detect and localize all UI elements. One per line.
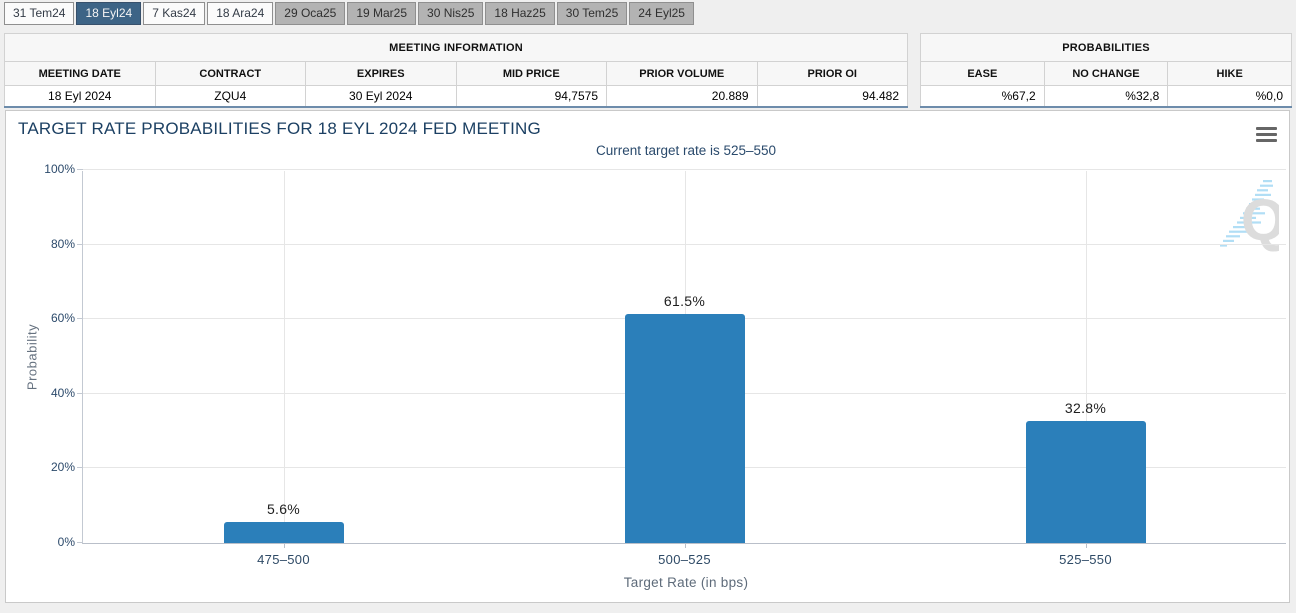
y-axis-tick — [77, 318, 83, 320]
x-axis-label: 525–550 — [1059, 552, 1112, 567]
plot-area: 0% 20% 40% 60% 80% 100% 5.6% 475–500 61.5% 500–52… — [44, 162, 1286, 567]
tab-7-kas24[interactable]: 7 Kas24 — [143, 2, 206, 25]
x-gridline — [283, 171, 285, 543]
probabilities-table: PROBABILITIES EASE NO CHANGE HIKE %67,2 %32,8… — [920, 33, 1292, 108]
cell-value: 18 Eyl 2024 — [4, 85, 156, 107]
bar-500-525[interactable]: 61.5% — [624, 293, 745, 543]
y-axis-title: Probability — [24, 323, 40, 391]
x-gridline — [1085, 171, 1087, 543]
cell-value: %32,8 — [1043, 85, 1169, 107]
y-axis-tick — [77, 392, 83, 394]
column-header-hike: HIKE — [1167, 61, 1292, 86]
y-axis-tick — [77, 169, 83, 170]
tab-30-nis25[interactable]: 30 Nis25 — [418, 2, 484, 25]
column-header-ease: EASE — [920, 61, 1045, 86]
y-gridline — [83, 169, 1286, 170]
y-axis-label: 80% — [50, 236, 75, 251]
cell-value: 20.889 — [606, 85, 758, 107]
cell-value: %0,0 — [1167, 85, 1292, 107]
tab-18-haz25[interactable]: 18 Haz25 — [485, 2, 555, 25]
tab-24-eyl25[interactable]: 24 Eyl25 — [629, 2, 694, 25]
x-axis-title: Target Rate (in bps) — [623, 575, 749, 590]
column-header-contract: CONTRACT — [154, 61, 306, 86]
tab-31-tem24[interactable]: 31 Tem24 — [4, 2, 75, 25]
meeting-tab-strip: 31 Tem24 18 Eyl24 7 Kas24 18 Ara24 29 Oca25 1… — [4, 2, 696, 25]
tab-29-oca25[interactable]: 29 Oca25 — [275, 2, 346, 25]
y-axis-tick — [77, 542, 83, 543]
bar-data-label: 5.6% — [266, 501, 301, 518]
cell-value: 94,7575 — [455, 85, 607, 107]
chart-panel: TARGET RATE PROBABILITIES FOR 18 EYL 202… — [5, 110, 1290, 603]
y-axis-label: 0% — [57, 535, 75, 549]
bar-525-550[interactable]: 32.8% — [1025, 400, 1146, 543]
hamburger-icon — [1256, 133, 1277, 136]
x-axis-label: 500–525 — [658, 552, 711, 567]
cell-value: 30 Eyl 2024 — [305, 85, 457, 107]
x-axis-label: 475–500 — [257, 552, 310, 567]
chart-subtitle: Current target rate is 525–550 — [595, 143, 777, 158]
tab-19-mar25[interactable]: 19 Mar25 — [347, 2, 417, 25]
meeting-information-table: MEETING INFORMATION MEETING DATE CONTRACT E… — [4, 33, 908, 108]
bar-data-label: 32.8% — [1064, 399, 1107, 416]
y-axis-label: 100% — [44, 162, 75, 176]
chart-context-menu-button[interactable] — [1256, 127, 1277, 142]
y-axis-label: 20% — [50, 460, 75, 475]
cell-value: 94.482 — [756, 85, 908, 107]
tab-18-ara24[interactable]: 18 Ara24 — [207, 2, 274, 25]
column-header-prior-volume: PRIOR VOLUME — [606, 61, 758, 86]
tab-30-tem25[interactable]: 30 Tem25 — [556, 2, 628, 25]
y-axis-tick — [77, 467, 83, 469]
column-header-mid-price: MID PRICE — [455, 61, 607, 86]
column-header-prior-oi: PRIOR OI — [756, 61, 908, 86]
y-axis-label: 40% — [50, 385, 75, 400]
table-row: %67,2 %32,8 %0,0 — [920, 85, 1292, 107]
provider-watermark-logo: Q — [1220, 180, 1279, 252]
chart-title: TARGET RATE PROBABILITIES FOR 18 EYL 202… — [18, 119, 541, 138]
column-header-no-change: NO CHANGE — [1043, 61, 1169, 86]
y-axis-tick — [77, 243, 83, 245]
hamburger-icon — [1256, 139, 1277, 142]
cell-value: ZQU4 — [154, 85, 306, 107]
table-title: PROBABILITIES — [920, 33, 1292, 62]
column-header-expires: EXPIRES — [305, 61, 457, 86]
x-axis-tick — [283, 543, 285, 548]
table-row: 18 Eyl 2024 ZQU4 30 Eyl 2024 94,7575 20.889 9… — [4, 85, 908, 107]
bar-475-500[interactable]: 5.6% — [223, 501, 344, 543]
tab-18-eyl24[interactable]: 18 Eyl24 — [76, 2, 142, 25]
y-axis-label: 60% — [50, 311, 75, 326]
cell-value: %67,2 — [920, 85, 1045, 107]
hamburger-icon — [1256, 127, 1277, 130]
svg-text:Q: Q — [1241, 188, 1279, 252]
x-axis-tick — [684, 543, 686, 548]
table-title: MEETING INFORMATION — [4, 33, 908, 62]
x-axis-tick — [1085, 543, 1087, 548]
bar-data-label: 61.5% — [663, 292, 706, 309]
column-header-meeting-date: MEETING DATE — [4, 61, 156, 86]
